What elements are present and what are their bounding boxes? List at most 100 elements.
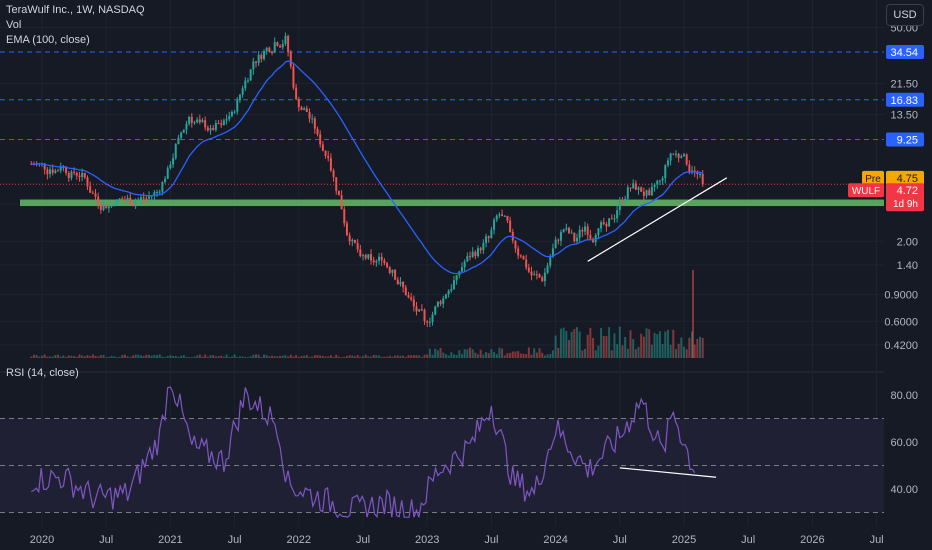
countdown-label: 1d 9h: [893, 199, 918, 210]
candle-body: [230, 112, 233, 117]
candle-body: [57, 170, 60, 172]
volume-bar: [153, 355, 156, 358]
volume-bar: [145, 354, 148, 358]
candle-body: [434, 306, 437, 315]
candle-body: [201, 120, 204, 123]
candle-body: [666, 160, 669, 166]
volume-bar: [533, 348, 536, 358]
candle-body: [46, 169, 49, 175]
volume-bar: [78, 354, 81, 358]
candle-body: [423, 309, 426, 322]
volume-bar: [148, 354, 150, 358]
y-tick-label: 0.9000: [884, 289, 918, 301]
x-tick-label: 2026: [800, 534, 824, 546]
candle-body: [578, 230, 581, 238]
volume-bar: [49, 356, 52, 358]
volume-bar: [51, 356, 54, 358]
volume-bar: [316, 354, 319, 358]
volume-bar: [418, 355, 421, 358]
last-price-tag: [886, 183, 924, 212]
candle-body: [196, 119, 199, 123]
volume-bar: [343, 356, 346, 358]
volume-bar: [97, 356, 100, 358]
candle-body: [249, 69, 252, 81]
candle-body: [634, 183, 637, 190]
candle-body: [268, 47, 271, 53]
candle-body: [460, 267, 463, 272]
candle-body: [683, 154, 685, 157]
candle-body: [514, 240, 517, 249]
candle-body: [597, 228, 600, 235]
candle-body: [185, 123, 188, 130]
volume-bar: [562, 327, 565, 358]
currency-button[interactable]: USD: [886, 4, 924, 26]
candle-body: [533, 274, 536, 276]
candle-body: [600, 222, 603, 229]
volume-bar: [541, 352, 544, 358]
candle-body: [359, 249, 362, 257]
candle-body: [276, 42, 279, 46]
rsi-tick-label: 60.00: [890, 437, 918, 449]
candle-body: [316, 128, 319, 135]
volume-bar: [383, 356, 386, 358]
last-price-value: 4.72: [897, 185, 918, 197]
x-tick-label: Jul: [99, 534, 113, 546]
candle-body: [444, 294, 447, 299]
volume-bar: [650, 344, 653, 358]
volume-bar: [597, 345, 600, 358]
volume-bar: [602, 335, 605, 358]
candle-body: [477, 248, 480, 257]
candle-body: [129, 197, 132, 204]
volume-bar: [180, 355, 183, 358]
candle-body: [688, 164, 691, 172]
volume-bar: [664, 331, 667, 358]
volume-legend: Vol: [6, 19, 22, 31]
candle-body: [674, 153, 677, 155]
volume-bar: [319, 355, 322, 358]
candle-body: [319, 134, 322, 145]
volume-bar: [372, 354, 375, 358]
candle-body: [228, 116, 231, 120]
volume-bar: [86, 355, 89, 358]
x-tick-label: 2025: [672, 534, 696, 546]
volume-bar: [618, 326, 621, 358]
candle-body: [487, 236, 490, 239]
y-tick-label: 1.40: [897, 260, 918, 272]
volume-bar: [300, 355, 303, 358]
volume-bar: [161, 356, 164, 358]
candle-body: [279, 45, 282, 48]
volume-bar: [70, 355, 73, 358]
volume-bar: [91, 354, 94, 358]
volume-bar: [624, 336, 627, 358]
candle-body: [134, 200, 137, 207]
volume-bar: [73, 355, 76, 358]
candle-body: [198, 119, 201, 123]
candle-body: [699, 173, 702, 175]
volume-bar: [252, 354, 255, 358]
candle-body: [241, 88, 244, 95]
candle-body: [509, 220, 512, 233]
candle-body: [407, 295, 410, 298]
volume-bar: [375, 355, 378, 358]
level-tag-label: 9.25: [897, 135, 918, 147]
volume-bar: [89, 356, 92, 358]
candle-body: [273, 42, 276, 53]
volume-bar: [142, 356, 145, 358]
volume-bar: [386, 356, 389, 358]
candle-body: [701, 173, 704, 185]
candle-body: [624, 198, 627, 202]
volume-bar: [592, 337, 595, 358]
volume-bar: [129, 357, 132, 358]
candle-body: [271, 52, 274, 54]
candle-body: [73, 171, 76, 173]
candle-body: [525, 259, 528, 268]
candle-body: [439, 301, 442, 304]
volume-bar: [185, 356, 188, 358]
candle-body: [83, 172, 86, 178]
x-tick-label: Jul: [228, 534, 242, 546]
volume-bar: [214, 356, 217, 358]
candle-body: [426, 321, 429, 323]
volume-bar: [206, 356, 209, 358]
candle-body: [626, 187, 629, 199]
